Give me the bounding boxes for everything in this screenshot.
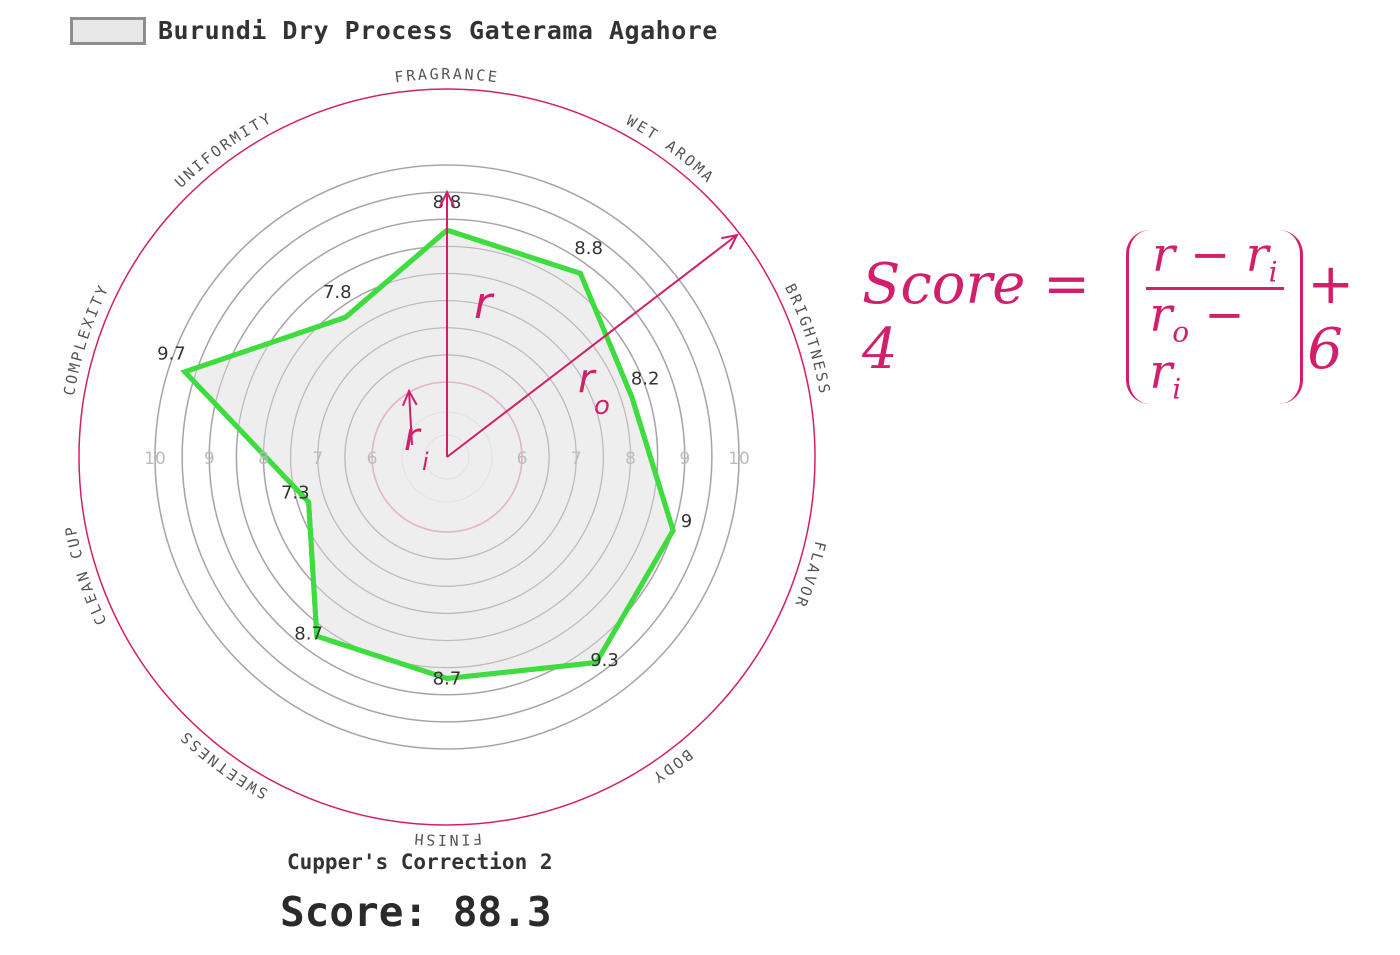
tick-label-right: 10 xyxy=(728,449,750,469)
arrow-r-inner-head xyxy=(401,388,418,407)
data-polygon-layer xyxy=(154,164,740,750)
tick-label-right: 8 xyxy=(625,449,636,469)
data-label: 7.3 xyxy=(281,482,310,503)
data-labels: 8.88.88.299.38.78.77.39.77.8 xyxy=(157,192,692,689)
label-r-inner-sub: i xyxy=(422,448,429,476)
tick-label-left: 8 xyxy=(258,449,269,469)
tick-label-right: 9 xyxy=(679,449,690,469)
data-label: 9.7 xyxy=(157,343,186,364)
formula-lhs: Score = 4 xyxy=(862,251,1091,382)
label-r-outer-sub: o xyxy=(594,391,610,421)
label-r-inner: r xyxy=(404,415,422,459)
grid-ring-overlay xyxy=(154,164,740,750)
data-label: 8.7 xyxy=(294,624,323,645)
arrow-r-inner xyxy=(408,390,413,446)
tick-label-right: 6 xyxy=(517,449,528,469)
data-label: 7.8 xyxy=(323,282,352,303)
formula-fraction: r − ri ro − ri xyxy=(1126,230,1304,406)
arrow-r-outer xyxy=(446,234,738,458)
label-r: r xyxy=(474,278,495,329)
formula-tail: + 6 xyxy=(1307,251,1355,382)
formula-denominator: ro − ri xyxy=(1149,286,1245,406)
tick-label-left: 6 xyxy=(367,449,378,469)
legend-swatch xyxy=(70,16,146,45)
data-label: 9.3 xyxy=(590,650,619,671)
formula-numerator: r − ri xyxy=(1145,230,1284,290)
data-polygon-outline xyxy=(180,227,676,682)
axis-label: FINISH xyxy=(411,829,482,849)
tick-label-left: 10 xyxy=(144,449,166,469)
axis-label: FRAGRANCE xyxy=(394,65,501,86)
legend: Burundi Dry Process Gaterama Agahore xyxy=(70,16,718,45)
label-r-outer: r xyxy=(578,356,597,402)
cuppers-correction: Cupper's Correction 2 xyxy=(287,850,553,874)
tick-label-left: 7 xyxy=(312,449,323,469)
data-label: 8.2 xyxy=(631,369,660,390)
score-formula: Score = 4 r − ri ro − ri + 6 xyxy=(862,230,1400,404)
tick-label-left: 9 xyxy=(204,449,215,469)
arrow-r-outer-head xyxy=(721,233,739,250)
final-score: Score: 88.3 xyxy=(280,888,552,936)
legend-label: Burundi Dry Process Gaterama Agahore xyxy=(158,16,718,45)
arrow-r-head xyxy=(439,189,455,207)
data-label: 8.8 xyxy=(574,238,603,259)
data-label: 8.7 xyxy=(433,668,462,689)
data-label: 9 xyxy=(681,511,692,532)
tick-labels: 6 7 8 9 10 10 9 8 7 6 xyxy=(144,449,750,469)
tick-label-right: 7 xyxy=(571,449,582,469)
